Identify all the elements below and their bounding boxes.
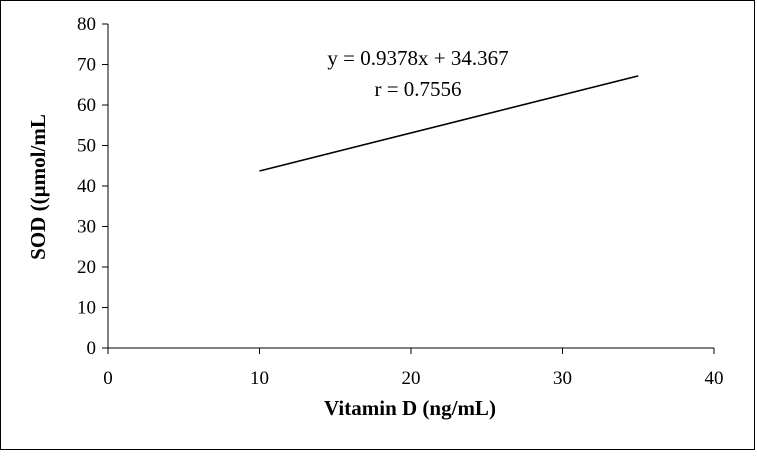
x-tick-label: 40 bbox=[705, 368, 724, 389]
y-tick-label: 10 bbox=[77, 298, 96, 319]
y-axis-ticks: 0 10 20 30 40 50 60 70 80 bbox=[77, 14, 108, 359]
y-axis-title: SOD ((µmol/mL bbox=[26, 114, 50, 260]
x-tick-label: 30 bbox=[553, 368, 572, 389]
y-tick-label: 20 bbox=[77, 257, 96, 278]
series-layer bbox=[259, 75, 639, 172]
regression-line-0 bbox=[259, 75, 639, 172]
x-axis-title: Vitamin D (ng/mL) bbox=[324, 396, 496, 420]
x-tick-label: 0 bbox=[103, 368, 113, 389]
y-tick-label: 70 bbox=[77, 55, 96, 76]
x-tick-label: 20 bbox=[402, 368, 421, 389]
regression-equation: y = 0.9378x + 34.367 bbox=[327, 46, 508, 70]
y-tick-label: 0 bbox=[87, 338, 97, 359]
y-tick-label: 60 bbox=[77, 95, 96, 116]
y-tick-label: 50 bbox=[77, 136, 96, 157]
y-tick-label: 30 bbox=[77, 217, 96, 238]
correlation-coefficient: r = 0.7556 bbox=[374, 77, 461, 101]
y-tick-label: 40 bbox=[77, 176, 96, 197]
x-tick-label: 10 bbox=[250, 368, 269, 389]
x-axis-ticks: 0 10 20 30 40 bbox=[103, 348, 724, 389]
chart-frame bbox=[0, 0, 755, 450]
y-tick-label: 80 bbox=[77, 14, 96, 35]
